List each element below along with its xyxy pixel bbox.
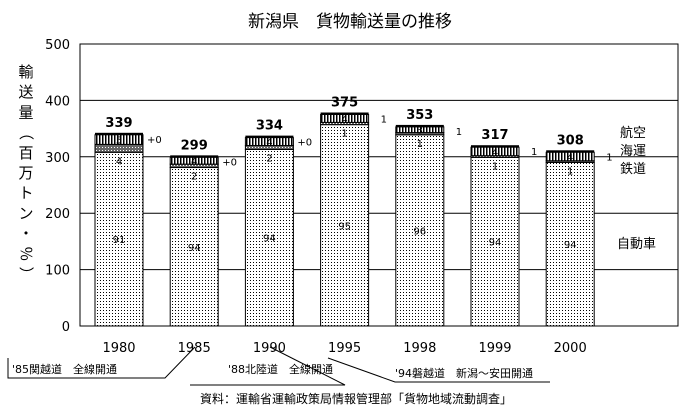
y-axis-label-char: ％ — [17, 246, 35, 261]
data-label: 4 — [492, 147, 498, 158]
y-tick-label: 100 — [45, 264, 70, 279]
y-tick-label: 0 — [62, 320, 70, 335]
bar-segment — [245, 135, 294, 138]
data-label: 2 — [191, 172, 197, 183]
data-label: 94 — [263, 234, 276, 245]
bar-segment — [320, 124, 370, 327]
y-tick-label: 400 — [45, 94, 70, 109]
total-label: 299 — [181, 138, 208, 153]
chart-title: 新潟県 貨物輸送量の推移 — [248, 12, 452, 32]
data-label: 4 — [191, 157, 197, 168]
total-label: 308 — [557, 133, 584, 148]
x-tick-label: 1980 — [102, 341, 135, 356]
data-label: 3 — [417, 126, 423, 137]
annotations — [7, 346, 550, 386]
bar-segment — [244, 148, 294, 327]
y-axis-label-char: ） — [17, 266, 35, 281]
data-label: 1 — [417, 139, 423, 150]
data-label: +0 — [222, 157, 237, 168]
data-label: 94 — [188, 243, 201, 254]
legend-item: 航空 — [620, 125, 646, 141]
data-label: 94 — [489, 238, 502, 249]
y-axis-label-char: 量 — [18, 103, 33, 121]
bar-segment — [94, 151, 144, 327]
legend-item: 海運 — [620, 144, 646, 159]
data-label: +0 — [147, 135, 162, 146]
total-label: 334 — [256, 119, 283, 134]
y-tick-label: 300 — [45, 151, 70, 166]
y-axis-label-char: ン — [18, 204, 33, 222]
bar-segment — [170, 155, 219, 158]
bars: 339 91 4 5 +0 299 94 2 4 +0 334 94 2 4 +0 375 95 1 4 1 353 96… — [94, 96, 613, 327]
y-tick-label: 500 — [45, 38, 70, 53]
bar-segment — [95, 132, 143, 135]
legend: 航空 海運 鉄道 自動車 — [617, 125, 656, 252]
source-note: 資料：運輸省運輸政策局情報管理部「貨物地域流動調査」 — [200, 391, 512, 406]
data-label: 4 — [341, 114, 347, 125]
x-tick-label: 1999 — [478, 341, 511, 356]
x-axis-ticks: 1980 1985 1990 1995 1998 1999 2000 — [102, 341, 586, 356]
x-tick-label: 1995 — [328, 341, 361, 356]
y-axis-label-char: ト — [18, 184, 33, 202]
legend-item: 自動車 — [617, 237, 656, 252]
y-axis-label-char: （ — [17, 125, 35, 140]
data-label: 1 — [531, 147, 537, 158]
data-label: 4 — [266, 138, 272, 149]
bar-segment — [169, 167, 219, 327]
data-label: 1 — [567, 166, 573, 177]
data-label: 1 — [381, 115, 387, 126]
y-tick-label: 200 — [45, 207, 70, 222]
data-label: 1 — [492, 161, 498, 172]
bar-segment — [470, 156, 520, 327]
y-axis-label-char: 送 — [18, 83, 33, 101]
x-tick-label: 2000 — [554, 341, 587, 356]
data-label: 95 — [338, 221, 351, 232]
data-label: 1 — [341, 129, 347, 140]
data-label: 91 — [113, 235, 126, 246]
x-tick-label: 1998 — [403, 341, 436, 356]
data-label: 2 — [266, 153, 272, 164]
note-connector — [7, 346, 196, 379]
legend-item: 鉄道 — [620, 162, 646, 177]
data-label: 94 — [564, 240, 577, 251]
total-label: 353 — [406, 108, 433, 123]
data-label: +0 — [297, 138, 312, 149]
x-tick-label: 1990 — [253, 341, 286, 356]
data-label: 4 — [116, 156, 122, 167]
y-axis-label-char: ・ — [18, 225, 33, 243]
bar-segment — [545, 161, 595, 327]
total-label: 375 — [331, 96, 358, 111]
data-label: 1 — [456, 127, 462, 138]
bar-segment — [395, 124, 444, 127]
data-label: 96 — [413, 226, 426, 237]
data-label: 4 — [567, 153, 573, 164]
note-connector — [327, 357, 550, 383]
data-label: 5 — [116, 136, 122, 147]
y-axis-ticks: 0 100 200 300 400 500 — [45, 38, 70, 335]
note-connector — [190, 346, 346, 386]
bar-segment — [320, 112, 369, 115]
data-label: 1 — [606, 152, 612, 163]
note-3: '94磐越道 新潟〜安田開通 — [395, 366, 533, 380]
y-axis-label-char: 万 — [18, 164, 33, 182]
y-axis-label-char: 百 — [18, 144, 33, 162]
total-label: 317 — [481, 128, 508, 143]
total-label: 339 — [105, 116, 132, 131]
note-2: '88北陸道 全線開通 — [228, 362, 333, 376]
y-axis-label-char: 輸 — [18, 63, 33, 81]
bar-segment — [471, 145, 519, 148]
bar-segment — [546, 150, 595, 153]
note-1: '85関越道 全線開通 — [12, 362, 117, 376]
